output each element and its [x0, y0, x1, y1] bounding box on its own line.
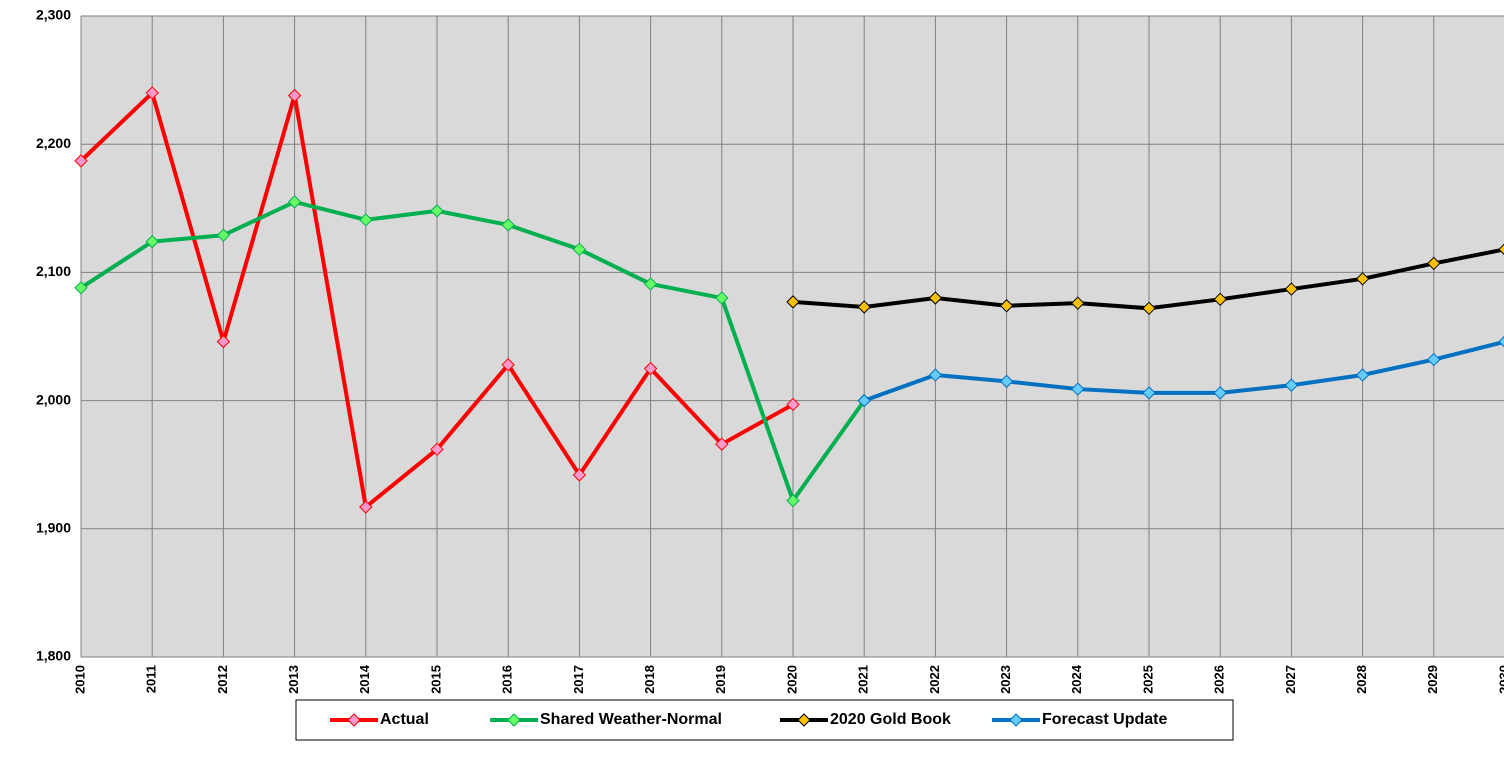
data-point [1213, 292, 1227, 307]
legend-label: Actual [380, 711, 429, 728]
x-tick-label: 2016 [500, 665, 515, 694]
x-tick-label: 2027 [1283, 665, 1298, 694]
data-point [216, 334, 231, 349]
x-tick-label: 2029 [1425, 665, 1440, 694]
data-point [572, 468, 587, 482]
data-point [145, 234, 159, 249]
data-point [74, 154, 88, 168]
y-tick-label: 2,100 [36, 263, 71, 279]
data-point [786, 493, 800, 508]
x-tick-label: 2014 [357, 664, 372, 694]
x-tick-label: 2019 [713, 665, 728, 694]
data-point [715, 291, 729, 305]
data-point [287, 195, 302, 209]
x-tick-label: 2018 [642, 665, 657, 694]
x-tick-label: 2024 [1069, 664, 1084, 694]
data-point [1427, 256, 1441, 271]
x-tick-label: 2010 [72, 665, 87, 694]
y-tick-label: 2,300 [36, 7, 71, 23]
legend-label: Shared Weather-Normal [540, 711, 722, 728]
data-point [786, 397, 800, 412]
x-tick-label: 2022 [927, 665, 942, 694]
x-tick-label: 2020 [784, 665, 799, 694]
data-point [1355, 272, 1370, 286]
series-line [863, 339, 1504, 403]
data-point [786, 295, 800, 309]
data-point [1071, 382, 1085, 396]
data-point [1142, 301, 1156, 316]
legend-marker [1009, 713, 1023, 727]
data-point [501, 218, 515, 232]
data-point [928, 368, 943, 382]
data-point [1284, 282, 1299, 296]
data-point [145, 86, 159, 100]
data-point [430, 442, 444, 457]
x-tick-label: 2025 [1140, 665, 1155, 694]
legend-marker [347, 713, 361, 727]
y-tick-label: 1,900 [36, 520, 71, 536]
x-tick-label: 2015 [428, 665, 443, 694]
data-point [74, 281, 88, 295]
data-point [572, 242, 587, 257]
data-point [430, 204, 444, 218]
data-point [216, 228, 231, 242]
data-point [1498, 335, 1504, 348]
x-tick-label: 2023 [998, 665, 1013, 694]
legend-marker [507, 713, 521, 727]
data-point [999, 299, 1014, 313]
x-tick-label: 2028 [1354, 665, 1369, 694]
y-tick-label: 2,200 [36, 135, 71, 151]
x-tick-label: 2026 [1212, 665, 1227, 694]
data-point [1498, 243, 1504, 256]
legend-label: Forecast Update [1042, 711, 1167, 728]
x-tick-label: 2011 [144, 665, 159, 693]
data-point [1427, 352, 1441, 367]
data-point [359, 500, 373, 514]
data-point [715, 437, 729, 451]
x-tick-label: 2021 [856, 665, 871, 694]
data-point [1213, 386, 1227, 400]
legend-label: 2020 Gold Book [830, 711, 951, 728]
data-point [857, 300, 871, 314]
data-point [1071, 296, 1085, 310]
data-point [1142, 386, 1156, 400]
x-tick-label: 2012 [215, 665, 230, 694]
data-point [359, 213, 373, 227]
legend-box [295, 699, 1234, 741]
data-point [928, 291, 943, 305]
legend-marker [797, 713, 811, 727]
y-tick-label: 1,800 [36, 648, 71, 664]
data-point [1284, 378, 1299, 392]
data-point [287, 88, 302, 103]
series-line [79, 199, 866, 503]
data-point [999, 374, 1014, 389]
data-point [501, 357, 515, 372]
x-tick-label: 2013 [286, 665, 301, 694]
data-point [1355, 368, 1370, 382]
x-tick-label: 2017 [571, 665, 586, 694]
data-point [857, 393, 871, 408]
data-point [643, 361, 658, 376]
x-tick-label: 2030 [1496, 665, 1504, 694]
y-tick-label: 2,000 [36, 391, 71, 407]
data-point [643, 277, 658, 291]
